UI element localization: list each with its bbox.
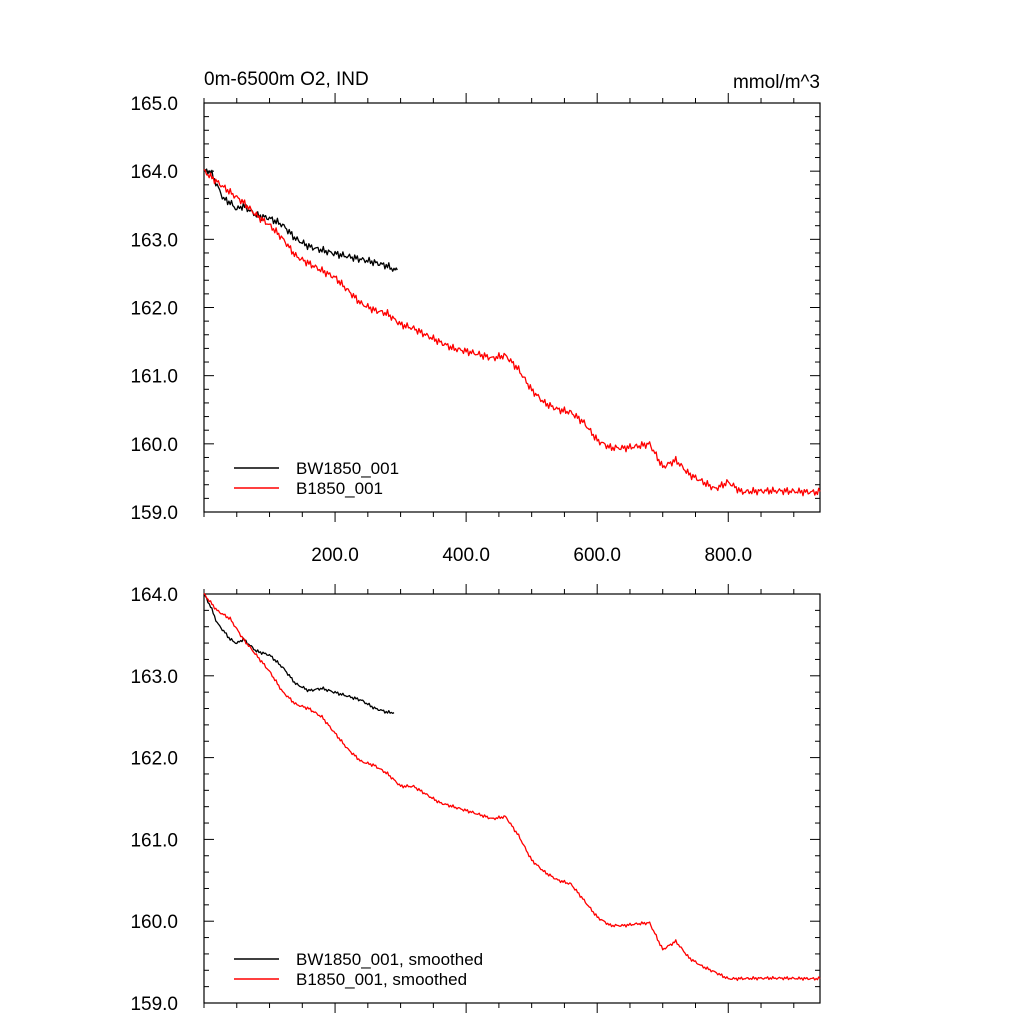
series-line-b1850-001 <box>203 592 821 982</box>
x-tick-label: 600.0 <box>573 545 621 566</box>
y-tick-label: 161.0 <box>130 367 178 388</box>
legend-label: BW1850_001 <box>296 459 399 478</box>
series-line-bw1850-001 <box>203 593 395 715</box>
y-tick-label: 164.0 <box>130 162 178 183</box>
x-tick-label: 200.0 <box>311 545 359 566</box>
series-line-bw1850-001 <box>203 168 398 272</box>
top-panel: 159.0 160.0 161.0 162.0 163.0 164.0 165.0 200.0… <box>130 93 821 566</box>
x-tick-label: 800.0 <box>704 545 752 566</box>
y-tick-label: 159.0 <box>130 503 178 524</box>
plot-frame <box>203 102 821 513</box>
y-tick-label: 160.0 <box>130 435 178 456</box>
legend-label: BW1850_001, smoothed <box>296 950 483 969</box>
y-tick-label: 162.0 <box>130 299 178 320</box>
y-tick-label: 164.0 <box>130 585 178 606</box>
y-tick-label: 161.0 <box>130 830 178 851</box>
series-line-b1850-001 <box>203 168 821 497</box>
units-label: mmol/m^3 <box>733 72 820 93</box>
chart-title: 0m-6500m O2, IND <box>204 69 369 90</box>
y-tick-label: 163.0 <box>130 667 178 688</box>
y-tick-label: 162.0 <box>130 749 178 770</box>
y-tick-label: 165.0 <box>130 94 178 115</box>
legend-label: B1850_001 <box>296 479 383 498</box>
bottom-panel: 159.0 160.0 161.0 162.0 163.0 164.0 BW1850_001… <box>130 584 821 1015</box>
legend-label: B1850_001, smoothed <box>296 970 467 989</box>
plot-frame <box>203 593 821 1004</box>
x-tick-label: 400.0 <box>442 545 490 566</box>
y-tick-label: 159.0 <box>130 994 178 1015</box>
y-tick-label: 163.0 <box>130 230 178 251</box>
y-tick-label: 160.0 <box>130 912 178 933</box>
